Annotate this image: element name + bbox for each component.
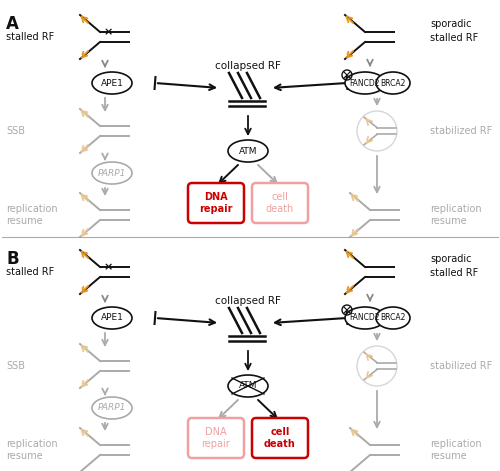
Text: DNA
repair: DNA repair: [202, 427, 230, 449]
Text: ATM: ATM: [239, 146, 257, 155]
Text: PARP1: PARP1: [98, 169, 126, 178]
Text: stalled RF: stalled RF: [430, 268, 478, 278]
Ellipse shape: [345, 307, 385, 329]
Text: sporadic: sporadic: [430, 254, 472, 264]
Text: stalled RF: stalled RF: [6, 267, 54, 277]
Text: FANCD2: FANCD2: [350, 314, 380, 323]
Text: collapsed RF: collapsed RF: [215, 61, 281, 71]
Text: cell
death: cell death: [264, 427, 296, 449]
Text: replication
resume: replication resume: [6, 204, 58, 226]
Text: SSB: SSB: [6, 126, 25, 136]
Text: cell
death: cell death: [266, 192, 294, 214]
Ellipse shape: [376, 72, 410, 94]
Text: ×: ×: [104, 262, 112, 272]
Text: BRCA2: BRCA2: [380, 79, 406, 88]
Text: APE1: APE1: [100, 314, 124, 323]
Text: stabilized RF: stabilized RF: [430, 361, 492, 371]
Text: FANCD2: FANCD2: [350, 79, 380, 88]
Text: DNA
repair: DNA repair: [199, 192, 233, 214]
Text: sporadic: sporadic: [430, 19, 472, 29]
Text: replication
resume: replication resume: [6, 439, 58, 461]
Text: stalled RF: stalled RF: [6, 32, 54, 42]
Text: stalled RF: stalled RF: [430, 33, 478, 43]
Text: APE1: APE1: [100, 79, 124, 88]
Text: collapsed RF: collapsed RF: [215, 296, 281, 306]
Ellipse shape: [376, 307, 410, 329]
Text: A: A: [6, 15, 19, 33]
Ellipse shape: [345, 72, 385, 94]
Text: B: B: [6, 250, 18, 268]
Text: replication
resume: replication resume: [430, 439, 482, 461]
Text: ×: ×: [104, 27, 112, 37]
Text: SSB: SSB: [6, 361, 25, 371]
Text: ATM: ATM: [239, 382, 257, 390]
Text: PARP1: PARP1: [98, 404, 126, 413]
Text: stabilized RF: stabilized RF: [430, 126, 492, 136]
Text: BRCA2: BRCA2: [380, 314, 406, 323]
Text: replication
resume: replication resume: [430, 204, 482, 226]
